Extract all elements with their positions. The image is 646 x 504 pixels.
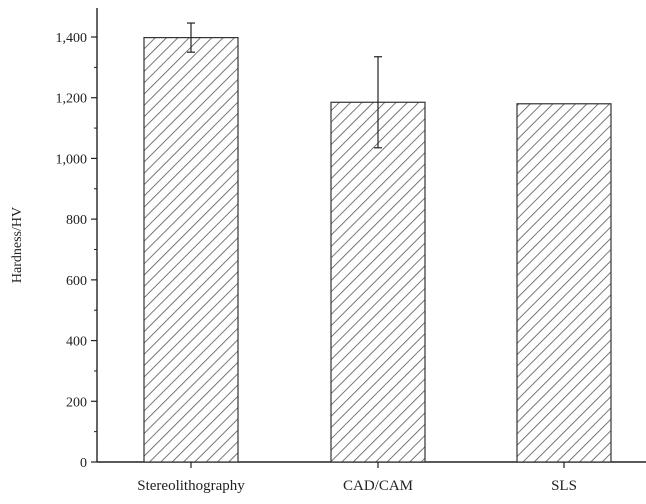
- y-tick-label: 1,200: [56, 92, 88, 107]
- bars: [143, 37, 612, 463]
- bar: [143, 37, 239, 463]
- y-axis-title: Hardness/HV: [10, 207, 25, 283]
- x-category-label: Stereolithography: [137, 478, 245, 494]
- x-category-label: SLS: [551, 478, 577, 494]
- x-categories: Stereolithography CAD/CAM SLS: [137, 462, 577, 494]
- y-tick-label: 200: [66, 395, 87, 410]
- y-tick-label: 0: [80, 456, 87, 471]
- y-tick-label: 1,000: [56, 152, 88, 167]
- y-ticks: 0 200 400 600 800 1,000 1,200 1,400: [56, 31, 97, 471]
- y-tick-label: 800: [66, 213, 87, 228]
- error-bars: [187, 22, 382, 149]
- bar: [330, 101, 426, 463]
- y-tick-label: 400: [66, 335, 87, 350]
- y-tick-label: 1,400: [56, 31, 88, 46]
- x-category-label: CAD/CAM: [343, 478, 413, 494]
- y-tick-label: 600: [66, 274, 87, 289]
- bar: [516, 103, 612, 463]
